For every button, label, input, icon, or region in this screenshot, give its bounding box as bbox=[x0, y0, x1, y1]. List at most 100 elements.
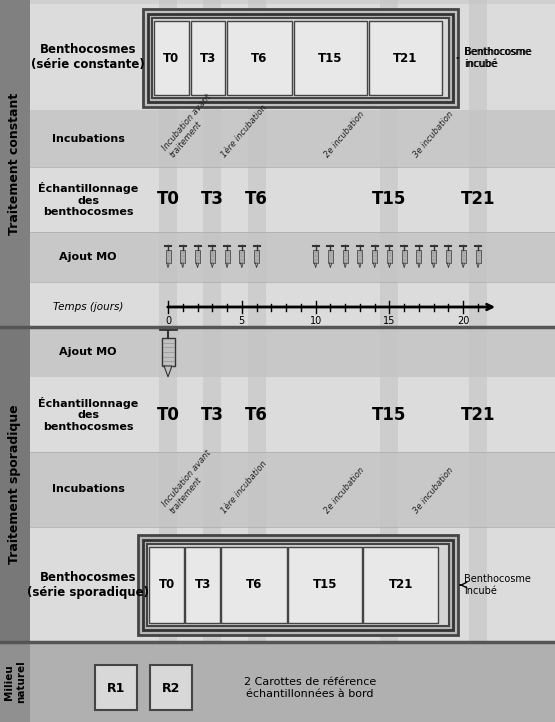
Text: Benthocosme
incubé: Benthocosme incubé bbox=[457, 47, 531, 69]
Bar bbox=[0, 0, 30, 327]
Bar bbox=[30, 0, 555, 327]
Text: 0: 0 bbox=[165, 316, 171, 326]
Bar bbox=[469, 0, 487, 642]
Bar bbox=[461, 250, 466, 263]
Text: T6: T6 bbox=[251, 51, 268, 64]
Text: 2e incubation: 2e incubation bbox=[323, 110, 367, 159]
Bar bbox=[30, 232, 555, 282]
Text: T21: T21 bbox=[393, 51, 418, 64]
Text: T15: T15 bbox=[372, 191, 407, 209]
Text: Milieu
naturel: Milieu naturel bbox=[4, 661, 26, 703]
Bar bbox=[380, 0, 398, 642]
Text: Traitement constant: Traitement constant bbox=[8, 92, 22, 235]
Bar bbox=[30, 327, 555, 377]
Bar bbox=[254, 250, 259, 263]
Bar bbox=[159, 0, 177, 642]
Bar bbox=[203, 0, 221, 642]
Bar bbox=[154, 21, 189, 95]
Bar bbox=[143, 540, 453, 630]
Text: Échantillonnage
des
benthocosmes: Échantillonnage des benthocosmes bbox=[38, 182, 138, 217]
Bar bbox=[190, 21, 225, 95]
Text: 1ère incubation: 1ère incubation bbox=[220, 103, 269, 159]
Bar bbox=[30, 167, 555, 232]
Text: 5: 5 bbox=[239, 316, 245, 326]
Polygon shape bbox=[359, 263, 361, 268]
Bar bbox=[30, 452, 555, 527]
Polygon shape bbox=[329, 263, 332, 268]
Text: Temps (jours): Temps (jours) bbox=[53, 302, 123, 312]
Text: Traitement sporadique: Traitement sporadique bbox=[8, 405, 22, 565]
Text: 2 Carottes de référence
échantillonnées à bord: 2 Carottes de référence échantillonnées … bbox=[244, 677, 376, 699]
Text: 1ère incubation: 1ère incubation bbox=[220, 459, 269, 515]
Bar bbox=[30, 4, 555, 110]
Bar bbox=[221, 547, 287, 623]
Bar bbox=[364, 547, 438, 623]
Bar bbox=[210, 250, 215, 263]
Text: 2e incubation: 2e incubation bbox=[323, 466, 367, 515]
Bar bbox=[294, 21, 367, 95]
Polygon shape bbox=[432, 263, 435, 268]
Text: R1: R1 bbox=[107, 682, 125, 695]
Polygon shape bbox=[418, 263, 420, 268]
Polygon shape bbox=[181, 263, 184, 268]
Polygon shape bbox=[374, 263, 376, 268]
Polygon shape bbox=[403, 263, 406, 268]
Polygon shape bbox=[196, 263, 199, 268]
Polygon shape bbox=[388, 263, 391, 268]
Text: 10: 10 bbox=[310, 316, 322, 326]
Bar bbox=[402, 250, 407, 263]
Text: 15: 15 bbox=[384, 316, 396, 326]
Text: Benthocosmes
(série constante): Benthocosmes (série constante) bbox=[31, 43, 145, 71]
Bar bbox=[30, 377, 555, 452]
Text: T15: T15 bbox=[372, 406, 407, 424]
Bar bbox=[150, 665, 192, 710]
Polygon shape bbox=[226, 263, 228, 268]
Bar bbox=[328, 250, 333, 263]
Text: 20: 20 bbox=[457, 316, 470, 326]
Bar bbox=[95, 665, 137, 710]
Bar bbox=[357, 250, 362, 263]
Bar bbox=[225, 250, 230, 263]
Bar bbox=[239, 250, 244, 263]
Polygon shape bbox=[447, 263, 450, 268]
Bar bbox=[180, 250, 185, 263]
Bar bbox=[195, 250, 200, 263]
Bar bbox=[138, 535, 458, 635]
Polygon shape bbox=[462, 263, 465, 268]
Bar bbox=[0, 327, 30, 642]
Text: T0: T0 bbox=[163, 51, 179, 64]
Text: T21: T21 bbox=[388, 578, 413, 591]
Text: T3: T3 bbox=[201, 406, 224, 424]
Bar bbox=[165, 250, 170, 263]
Text: T6: T6 bbox=[245, 191, 268, 209]
Text: Benthocosme
incubé: Benthocosme incubé bbox=[465, 47, 532, 69]
Polygon shape bbox=[166, 263, 169, 268]
Polygon shape bbox=[344, 263, 346, 268]
Text: R2: R2 bbox=[162, 682, 180, 695]
Polygon shape bbox=[211, 263, 214, 268]
Text: T0: T0 bbox=[157, 191, 179, 209]
Bar bbox=[387, 250, 392, 263]
Polygon shape bbox=[164, 366, 172, 377]
Bar bbox=[185, 547, 220, 623]
Bar bbox=[476, 250, 481, 263]
Text: T15: T15 bbox=[318, 51, 342, 64]
Bar bbox=[147, 544, 449, 626]
Text: Incubations: Incubations bbox=[52, 134, 124, 144]
Bar bbox=[446, 250, 451, 263]
Text: T6: T6 bbox=[246, 578, 263, 591]
Text: 3e incubation: 3e incubation bbox=[412, 466, 455, 515]
Text: T3: T3 bbox=[201, 191, 224, 209]
Text: Incubations: Incubations bbox=[52, 484, 124, 495]
Text: T15: T15 bbox=[313, 578, 337, 591]
Bar bbox=[431, 250, 436, 263]
Polygon shape bbox=[314, 263, 317, 268]
Bar bbox=[288, 547, 362, 623]
Text: Benthocosmes
(série sporadique): Benthocosmes (série sporadique) bbox=[27, 571, 149, 599]
Bar bbox=[30, 642, 555, 722]
Text: T21: T21 bbox=[461, 191, 495, 209]
Bar bbox=[162, 338, 174, 366]
Bar bbox=[313, 250, 318, 263]
Text: Incubation avant
traitement: Incubation avant traitement bbox=[160, 92, 221, 159]
Text: Ajout MO: Ajout MO bbox=[59, 252, 117, 262]
